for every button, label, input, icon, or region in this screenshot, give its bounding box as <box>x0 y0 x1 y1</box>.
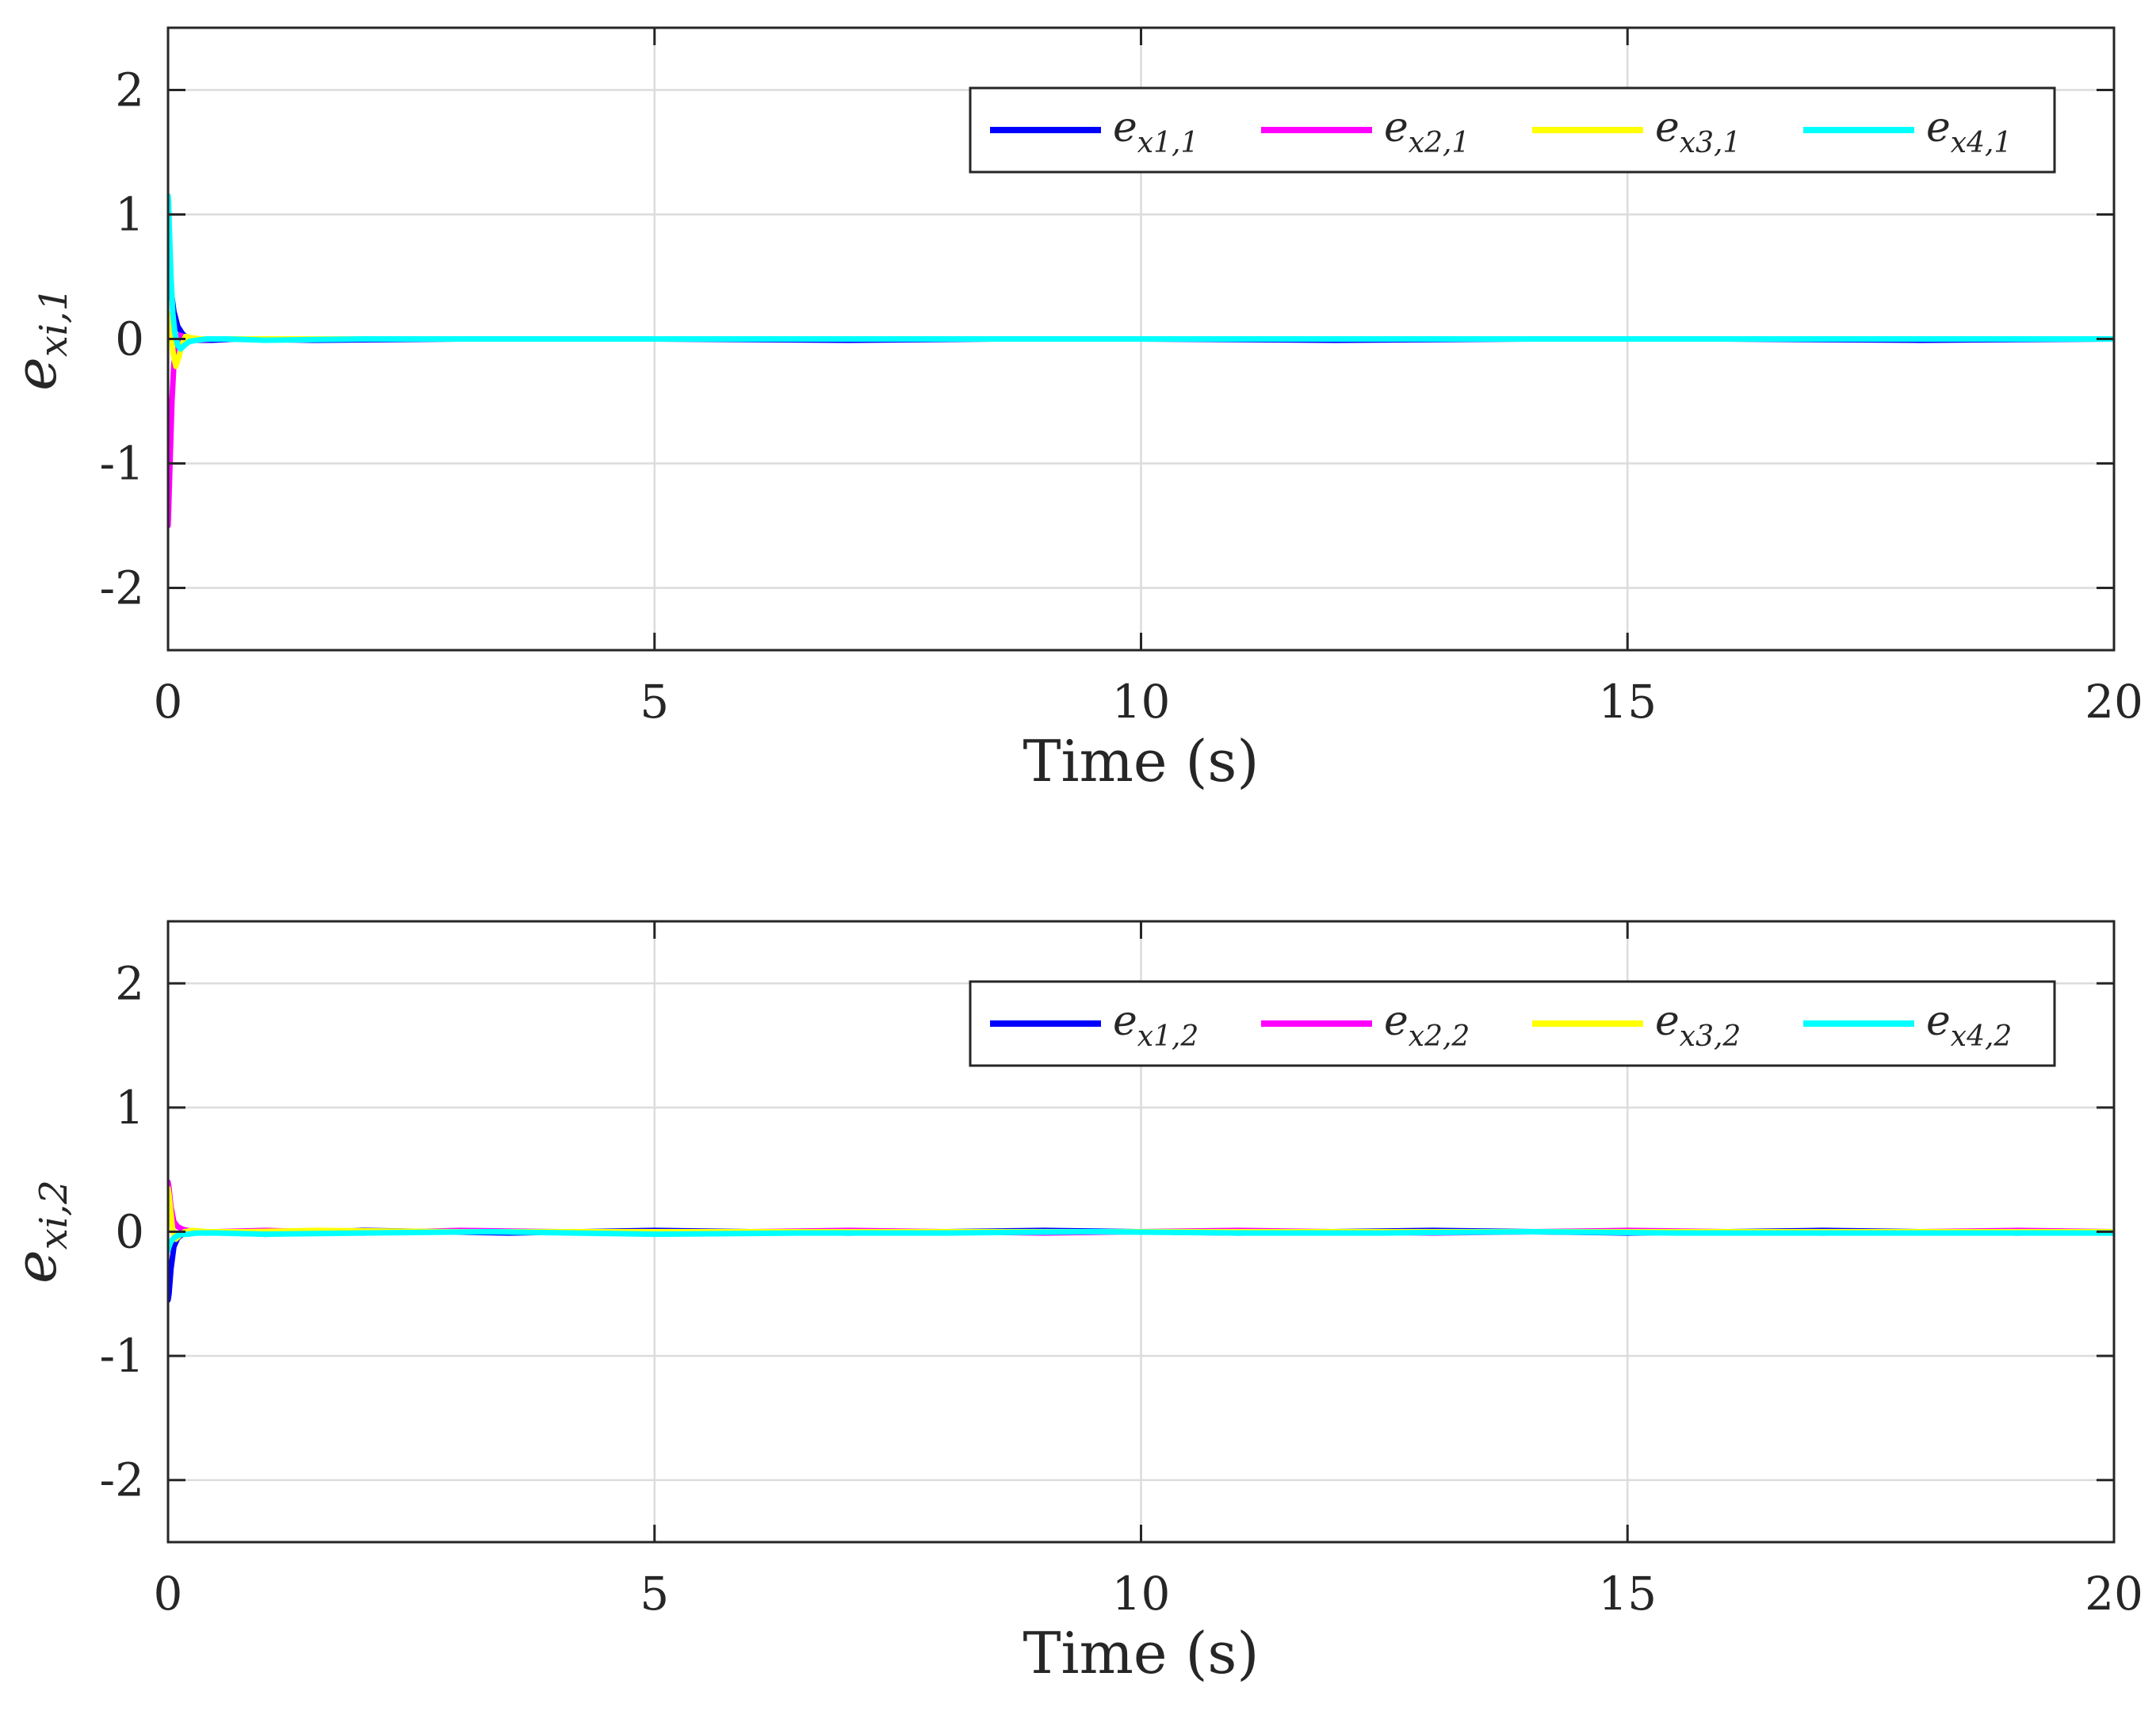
x-axis-label: Time (s) <box>1023 1620 1260 1686</box>
series-group <box>168 1179 2114 1303</box>
legend-label: ex3,2 <box>1655 997 1741 1053</box>
x-tick-label: 5 <box>640 1567 669 1621</box>
x-tick-label: 20 <box>2085 1567 2143 1621</box>
legend-label: ex2,2 <box>1384 997 1470 1053</box>
x-tick-label: 0 <box>154 1567 183 1621</box>
y-tick-label: 2 <box>115 63 144 117</box>
x-tick-label: 15 <box>1598 675 1657 729</box>
y-axis-label: exi,1 <box>2 287 76 391</box>
x-tick-label: 5 <box>640 675 669 729</box>
x-tick-label: 10 <box>1112 1567 1171 1621</box>
y-tick-label: 2 <box>115 956 144 1010</box>
x-tick-label: 10 <box>1112 675 1171 729</box>
legend-label: ex3,1 <box>1655 104 1741 159</box>
x-tick-label: 0 <box>154 675 183 729</box>
ticks <box>166 921 2116 1542</box>
series-line-x4-2 <box>168 1229 2114 1254</box>
legend-label: ex2,1 <box>1384 104 1470 159</box>
legend-label: ex1,1 <box>1113 104 1198 159</box>
legend-label: ex4,2 <box>1926 997 2012 1053</box>
legend-label: ex1,2 <box>1113 997 1198 1053</box>
y-axis-label: exi,2 <box>2 1180 76 1284</box>
y-tick-label: -1 <box>100 437 145 491</box>
y-tick-label: 1 <box>115 188 144 242</box>
x-tick-label: 20 <box>2085 675 2143 729</box>
series-line-x4-1 <box>168 193 2114 352</box>
ticks <box>166 28 2116 650</box>
y-tick-label: 0 <box>115 1205 144 1259</box>
y-tick-label: 1 <box>115 1081 144 1135</box>
y-tick-label: -2 <box>100 561 145 615</box>
series-group <box>168 193 2114 529</box>
y-tick-label: 0 <box>115 312 144 366</box>
x-axis-label: Time (s) <box>1023 728 1260 794</box>
x-tick-label: 15 <box>1598 1567 1657 1621</box>
y-tick-label: -1 <box>100 1329 145 1383</box>
y-tick-label: -2 <box>100 1453 145 1507</box>
legend: ex1,2 ex2,2 ex3,2 ex4,2 <box>969 980 2056 1067</box>
legend: ex1,1 ex2,1 ex3,1 ex4,1 <box>969 86 2056 174</box>
legend-label: ex4,1 <box>1926 104 2012 159</box>
